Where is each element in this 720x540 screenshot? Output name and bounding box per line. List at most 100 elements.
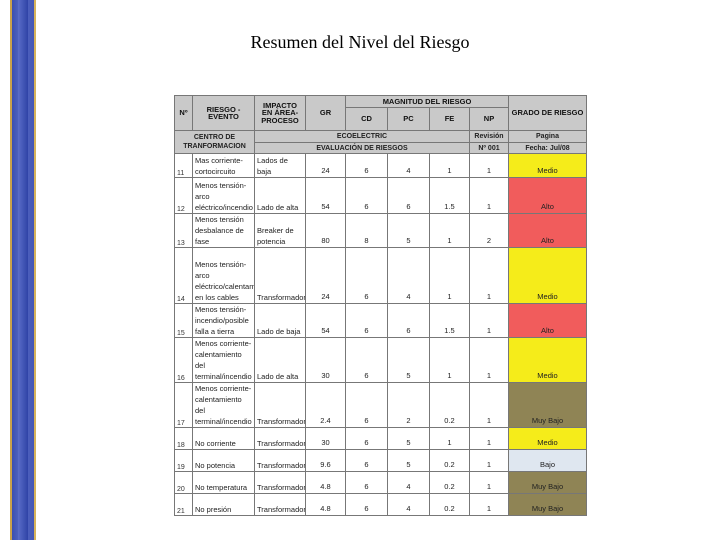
row-cd: 6 [345, 177, 388, 214]
row-np: 1 [469, 177, 509, 214]
risk-table-document: CENTRO DE TRANFORMACION ECOELECTRIC Revi… [174, 95, 587, 516]
table-row: 16 Menos corriente-calentamiento del ter… [174, 337, 587, 383]
row-fe: 1.5 [429, 303, 470, 338]
row-cd: 6 [345, 471, 388, 494]
pagina-label: Pagina [508, 130, 587, 143]
row-grado: Alto [508, 177, 587, 214]
table-row: 19 No potencia Transformador 9.6 6 5 0.2… [174, 449, 587, 472]
row-np: 1 [469, 247, 509, 304]
company-name: ECOELECTRIC [254, 130, 470, 143]
row-riesgo: Menos tensión desbalance de fase [192, 213, 255, 248]
row-grado: Medio [508, 247, 587, 304]
row-grado: Alto [508, 213, 587, 248]
row-pc: 4 [387, 153, 430, 178]
row-cd: 6 [345, 337, 388, 383]
row-riesgo: No corriente [192, 427, 255, 450]
col-pc: PC [387, 107, 430, 131]
row-grado: Medio [508, 427, 587, 450]
row-gr: 80 [305, 213, 346, 248]
row-fe: 0.2 [429, 471, 470, 494]
row-impacto: Transformador [254, 382, 306, 428]
row-gr: 24 [305, 153, 346, 178]
row-np: 1 [469, 471, 509, 494]
row-fe: 0.2 [429, 382, 470, 428]
row-grado: Bajo [508, 449, 587, 472]
row-riesgo: Menos tensión-incendio/posible falla a t… [192, 303, 255, 338]
row-cd: 6 [345, 493, 388, 516]
row-impacto: Lados de baja [254, 153, 306, 178]
table-row: 18 No corriente Transformador 30 6 5 1 1… [174, 427, 587, 450]
row-number: 21 [174, 493, 193, 516]
row-cd: 8 [345, 213, 388, 248]
row-cd: 6 [345, 247, 388, 304]
row-grado: Muy Bajo [508, 382, 587, 428]
col-gr: GR [305, 95, 346, 131]
row-gr: 30 [305, 337, 346, 383]
row-riesgo: Menos corriente-calentamiento del termin… [192, 382, 255, 428]
row-number: 12 [174, 177, 193, 214]
risk-table: CENTRO DE TRANFORMACION ECOELECTRIC Revi… [174, 95, 587, 516]
row-riesgo: No presión [192, 493, 255, 516]
row-grado: Medio [508, 153, 587, 178]
row-impacto: Transformador [254, 493, 306, 516]
row-fe: 1 [429, 337, 470, 383]
col-grado: GRADO DE RIESGO [508, 95, 587, 131]
revision-label: Revisión [469, 130, 509, 143]
row-number: 11 [174, 153, 193, 178]
row-pc: 2 [387, 382, 430, 428]
row-np: 1 [469, 449, 509, 472]
row-number: 14 [174, 247, 193, 304]
row-impacto: Transformador [254, 427, 306, 450]
row-impacto: Transformador [254, 449, 306, 472]
row-np: 1 [469, 382, 509, 428]
column-headers: Nº RIESGO - EVENTO IMPACTO EN ÁREA-PROCE… [174, 95, 587, 131]
table-row: 14 Menos tensión-arco eléctrico/calentam… [174, 247, 587, 304]
row-fe: 1 [429, 427, 470, 450]
row-fe: 1 [429, 213, 470, 248]
row-pc: 4 [387, 493, 430, 516]
row-fe: 1.5 [429, 177, 470, 214]
row-pc: 4 [387, 247, 430, 304]
col-magnitud: MAGNITUD DEL RIESGO [345, 95, 509, 108]
row-np: 1 [469, 493, 509, 516]
col-fe: FE [429, 107, 470, 131]
row-riesgo: No temperatura [192, 471, 255, 494]
fecha-label: Fecha: Jul/08 [508, 142, 587, 154]
table-row: 13 Menos tensión desbalance de fase Brea… [174, 213, 587, 248]
table-row: 20 No temperatura Transformador 4.8 6 4 … [174, 471, 587, 494]
table-row: 12 Menos tensión-arco eléctrico/incendio… [174, 177, 587, 214]
table-row: 21 No presión Transformador 4.8 6 4 0.2 … [174, 493, 587, 516]
doc-number: Nº 001 [469, 142, 509, 154]
row-number: 16 [174, 337, 193, 383]
evaluation-title: EVALUACIÓN DE RIESGOS [254, 142, 470, 154]
row-np: 1 [469, 427, 509, 450]
row-number: 13 [174, 213, 193, 248]
row-pc: 5 [387, 213, 430, 248]
slide-side-bar [10, 0, 36, 540]
row-riesgo: Menos corriente-calentamiento del termin… [192, 337, 255, 383]
row-pc: 4 [387, 471, 430, 494]
row-fe: 0.2 [429, 449, 470, 472]
row-grado: Muy Bajo [508, 493, 587, 516]
table-header: CENTRO DE TRANFORMACION ECOELECTRIC Revi… [174, 130, 587, 154]
row-gr: 4.8 [305, 471, 346, 494]
row-number: 20 [174, 471, 193, 494]
row-riesgo: No potencia [192, 449, 255, 472]
row-pc: 5 [387, 427, 430, 450]
table-row: 15 Menos tensión-incendio/posible falla … [174, 303, 587, 338]
row-pc: 5 [387, 449, 430, 472]
row-riesgo: Mas corriente-cortocircuito [192, 153, 255, 178]
col-np: NP [469, 107, 509, 131]
row-cd: 6 [345, 303, 388, 338]
row-impacto: Lado de alta [254, 337, 306, 383]
row-impacto: Lado de alta [254, 177, 306, 214]
row-pc: 6 [387, 177, 430, 214]
row-cd: 6 [345, 153, 388, 178]
row-pc: 6 [387, 303, 430, 338]
row-fe: 1 [429, 153, 470, 178]
slide-title: Resumen del Nivel del Riesgo [250, 32, 470, 52]
row-riesgo: Menos tensión-arco eléctrico/incendio [192, 177, 255, 214]
row-np: 1 [469, 337, 509, 383]
row-cd: 6 [345, 427, 388, 450]
row-gr: 4.8 [305, 493, 346, 516]
